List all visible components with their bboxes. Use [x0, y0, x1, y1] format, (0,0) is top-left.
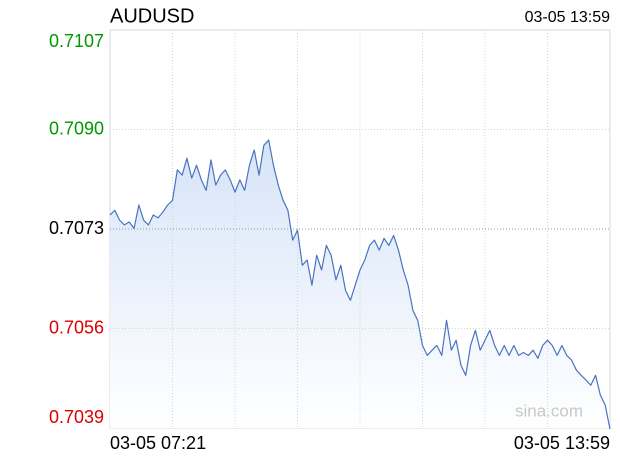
- watermark: sina.com: [515, 401, 583, 420]
- x-tick-label: 03-05 07:21: [110, 433, 206, 453]
- y-tick-label: 0.7090: [49, 118, 104, 138]
- y-tick-label: 0.7056: [49, 317, 104, 337]
- y-tick-label: 0.7073: [49, 218, 104, 238]
- price-line: [109, 139, 611, 430]
- timestamp: 03-05 13:59: [525, 9, 611, 26]
- x-tick-label: 03-05 13:59: [514, 433, 610, 453]
- chart-title: AUDUSD: [110, 5, 194, 27]
- area: [110, 140, 610, 430]
- y-tick-label: 0.7107: [49, 31, 104, 51]
- y-tick-label: 0.7039: [49, 407, 104, 427]
